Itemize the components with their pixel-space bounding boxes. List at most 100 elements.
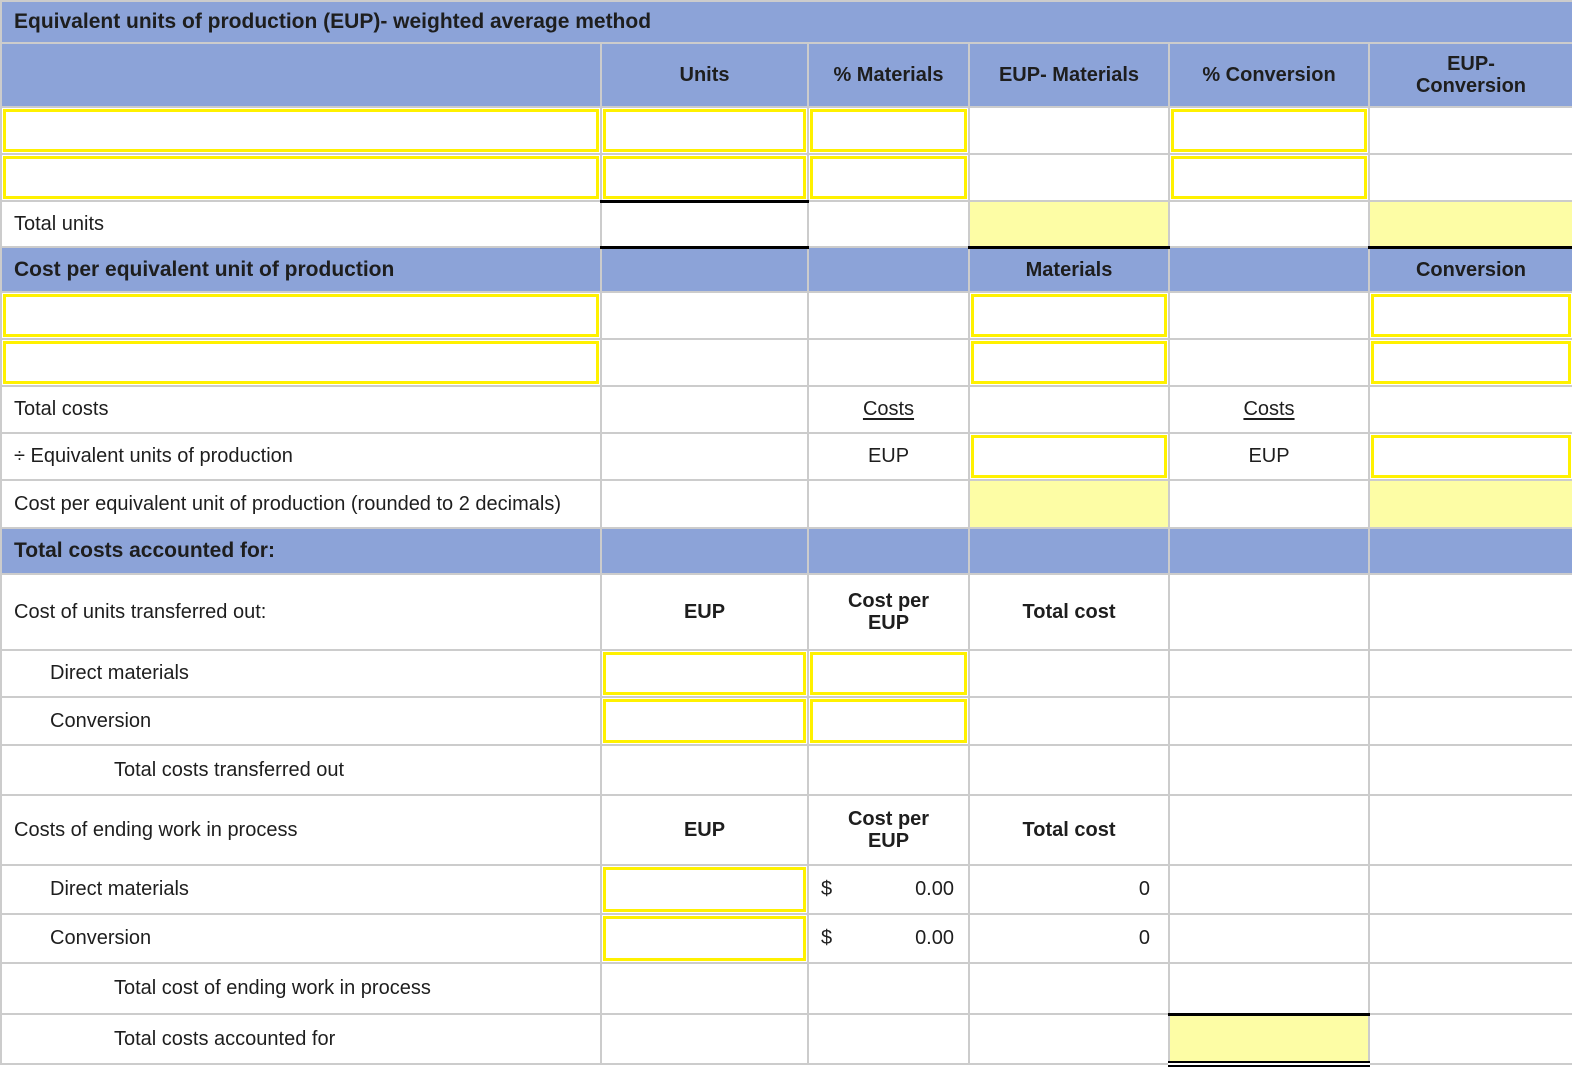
total-costs-row: Total costs Costs Costs <box>0 385 1572 434</box>
total-transferred-blank-3 <box>1168 744 1370 796</box>
total-ending-wip-blank-1 <box>600 962 809 1015</box>
total-costs-blank-2 <box>968 385 1170 434</box>
wip-conv-eup-input[interactable] <box>603 916 806 961</box>
row2-pct-materials-cell <box>807 153 970 202</box>
eup-conversion-subheader: EUP <box>1168 432 1370 481</box>
eup-materials-input[interactable] <box>971 435 1167 478</box>
wip-conv-currency: $ <box>821 927 833 949</box>
table-title: Equivalent units of production (EUP)- we… <box>0 0 1572 44</box>
cost-per-eup-materials-result <box>968 479 1170 529</box>
header-eup-materials: EUP- Materials <box>968 42 1170 108</box>
transferred-conv-total-cell <box>968 696 1170 746</box>
wip-conv-total-cost-value: 0 <box>968 913 1170 964</box>
total-units-label: Total units <box>0 200 602 248</box>
row2-pct-conversion-cell <box>1168 153 1370 202</box>
total-ending-wip-blank-2 <box>807 962 970 1015</box>
row2-eup-conversion-cell <box>1367 153 1572 202</box>
cost-per-eup-conversion-result <box>1367 479 1572 529</box>
cost-row1-materials-cell <box>968 291 1170 340</box>
rounded-blank-2 <box>807 479 970 529</box>
header-pct-conversion: % Conversion <box>1168 42 1370 108</box>
rounded-blank-1 <box>600 479 809 529</box>
grand-total-blank-1 <box>600 1013 809 1065</box>
total-costs-blank-1 <box>600 385 809 434</box>
total-transferred-blank-1 <box>600 744 809 796</box>
transferred-conv-blank-2 <box>1367 696 1572 746</box>
transferred-dm-label: Direct materials <box>0 649 602 698</box>
cost-per-eup-conversion-header: Conversion <box>1367 246 1572 293</box>
transferred-out-eup-header: EUP <box>600 573 809 651</box>
transferred-dm-eup-cell <box>600 649 809 698</box>
cost-row1-materials-input[interactable] <box>971 294 1167 337</box>
row2-pct-materials-input[interactable] <box>810 156 967 199</box>
header-eup-conversion: EUP- Conversion <box>1367 42 1572 108</box>
wip-dm-currency: $ <box>821 878 833 900</box>
total-ending-wip-label: Total cost of ending work in process <box>0 962 602 1015</box>
header-eup-conversion-text: EUP- Conversion <box>1415 52 1527 97</box>
transferred-conv-blank-1 <box>1168 696 1370 746</box>
header-blank-cell <box>0 42 602 108</box>
cost-row2-conversion-cell <box>1367 338 1572 387</box>
transferred-conv-label: Conversion <box>0 696 602 746</box>
cost-per-eup-blank-3 <box>1168 246 1370 293</box>
total-costs-label: Total costs <box>0 385 602 434</box>
total-ending-wip-row: Total cost of ending work in process <box>0 962 1572 1015</box>
cost-per-eup-rounded-label: Cost per equivalent unit of production (… <box>0 479 602 529</box>
total-transferred-label: Total costs transferred out <box>0 744 602 796</box>
transferred-dm-cost-input[interactable] <box>810 652 967 695</box>
total-units-pct-conversion-cell <box>1168 200 1370 248</box>
cost-per-eup-header-row: Cost per equivalent unit of production M… <box>0 246 1572 293</box>
transferred-out-cost-per-eup-text: Cost per EUP <box>847 589 930 634</box>
transferred-out-total-cost-header: Total cost <box>968 573 1170 651</box>
cost-row1-conversion-cell <box>1367 291 1572 340</box>
wip-dm-blank-2 <box>1367 864 1572 915</box>
cost-row2-materials-cell <box>968 338 1170 387</box>
row2-label-input[interactable] <box>3 156 599 199</box>
transferred-conv-cost-input[interactable] <box>810 699 967 743</box>
row2-pct-conversion-input[interactable] <box>1171 156 1367 199</box>
row1-units-input[interactable] <box>603 109 806 152</box>
row2-units-cell <box>600 153 809 202</box>
transferred-out-header-row: Cost of units transferred out: EUP Cost … <box>0 573 1572 651</box>
cost-row2-label-input[interactable] <box>3 341 599 384</box>
cost-per-eup-section-title: Cost per equivalent unit of production <box>0 246 602 293</box>
ending-wip-eup-header: EUP <box>600 794 809 866</box>
ending-wip-cost-per-eup-text: Cost per EUP <box>847 807 930 852</box>
header-pct-materials: % Materials <box>807 42 970 108</box>
cost-row1-label-input[interactable] <box>3 294 599 337</box>
total-eup-conversion-cell <box>1367 200 1572 249</box>
wip-conv-blank-2 <box>1367 913 1572 964</box>
transferred-dm-eup-input[interactable] <box>603 652 806 695</box>
costs-conversion-header: Costs <box>1168 385 1370 434</box>
total-transferred-row: Total costs transferred out <box>0 744 1572 796</box>
total-units-pct-materials-cell <box>807 200 970 248</box>
cost-row2-materials-input[interactable] <box>971 341 1167 384</box>
cost-row1-conversion-input[interactable] <box>1371 294 1572 337</box>
grand-total-value-cell <box>1168 1012 1370 1067</box>
cost-row2-conversion-input[interactable] <box>1371 341 1572 384</box>
transferred-conv-eup-input[interactable] <box>603 699 806 743</box>
wip-dm-eup-input[interactable] <box>603 867 806 912</box>
eup-input-row-2 <box>0 153 1572 202</box>
cost-row1-blank-3 <box>1168 291 1370 340</box>
row1-units-cell <box>600 106 809 155</box>
wip-conv-cost-per-eup-value: 0.00 <box>915 927 954 949</box>
row1-pct-conversion-input[interactable] <box>1171 109 1367 152</box>
row1-pct-materials-input[interactable] <box>810 109 967 152</box>
row1-label-input[interactable] <box>3 109 599 152</box>
transferred-conv-cost-cell <box>807 696 970 746</box>
total-units-row: Total units <box>0 199 1572 249</box>
eup-conversion-input[interactable] <box>1371 435 1572 478</box>
total-transferred-value-cell <box>968 744 1170 796</box>
cost-row1-blank-1 <box>600 291 809 340</box>
total-transferred-blank-4 <box>1367 744 1572 796</box>
total-eup-materials-cell <box>968 200 1170 249</box>
accounted-blank-3 <box>968 527 1170 575</box>
row2-units-input[interactable] <box>603 156 806 199</box>
row1-pct-materials-cell <box>807 106 970 155</box>
grand-total-blank-2 <box>807 1013 970 1065</box>
cost-row1-blank-2 <box>807 291 970 340</box>
accounted-blank-2 <box>807 527 970 575</box>
